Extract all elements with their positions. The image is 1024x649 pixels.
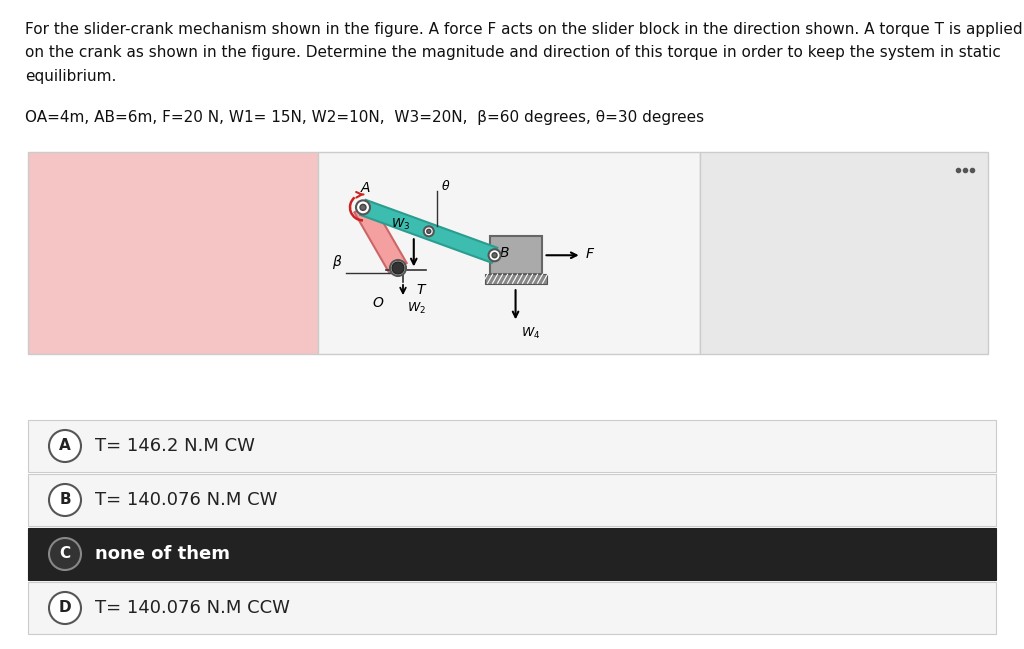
Text: $\beta$: $\beta$ — [332, 253, 342, 271]
Circle shape — [356, 201, 370, 214]
Text: D: D — [58, 600, 72, 615]
Circle shape — [427, 229, 431, 234]
Circle shape — [390, 260, 406, 276]
Circle shape — [49, 484, 81, 516]
Bar — [700, 152, 988, 354]
Text: none of them: none of them — [95, 545, 230, 563]
Text: T= 146.2 N.M CW: T= 146.2 N.M CW — [95, 437, 255, 455]
Text: $\theta$: $\theta$ — [440, 179, 451, 193]
Text: B: B — [59, 493, 71, 508]
Text: C: C — [59, 546, 71, 561]
Circle shape — [493, 252, 497, 258]
Text: A: A — [59, 439, 71, 454]
Circle shape — [360, 204, 366, 210]
Bar — [28, 420, 996, 472]
Polygon shape — [354, 202, 407, 273]
Circle shape — [49, 538, 81, 570]
Circle shape — [395, 265, 401, 271]
Text: $W_2$: $W_2$ — [407, 301, 426, 316]
Text: F: F — [586, 247, 594, 262]
Bar — [28, 152, 318, 354]
Bar — [28, 474, 996, 526]
Circle shape — [424, 227, 434, 236]
Text: For the slider-crank mechanism shown in the figure. A force F acts on the slider: For the slider-crank mechanism shown in … — [25, 22, 1023, 84]
Polygon shape — [360, 200, 498, 263]
Bar — [318, 152, 700, 354]
Text: O: O — [372, 296, 383, 310]
Text: OA=4m, AB=6m, F=20 N, W1= 15N, W2=10N,  W3=20N,  β=60 degrees, θ=30 degrees: OA=4m, AB=6m, F=20 N, W1= 15N, W2=10N, W… — [25, 110, 705, 125]
Text: A: A — [360, 181, 370, 195]
Bar — [489, 236, 542, 275]
Text: $W_3$: $W_3$ — [390, 217, 410, 232]
Bar — [28, 528, 996, 580]
Text: $W_4$: $W_4$ — [520, 326, 540, 341]
Circle shape — [49, 592, 81, 624]
Circle shape — [49, 430, 81, 462]
Circle shape — [392, 262, 404, 274]
Text: T= 140.076 N.M CCW: T= 140.076 N.M CCW — [95, 599, 290, 617]
Text: T= 140.076 N.M CW: T= 140.076 N.M CW — [95, 491, 278, 509]
Circle shape — [488, 249, 501, 262]
Bar — [28, 582, 996, 634]
Bar — [484, 275, 547, 284]
Text: B: B — [500, 246, 509, 260]
Text: T: T — [416, 283, 425, 297]
